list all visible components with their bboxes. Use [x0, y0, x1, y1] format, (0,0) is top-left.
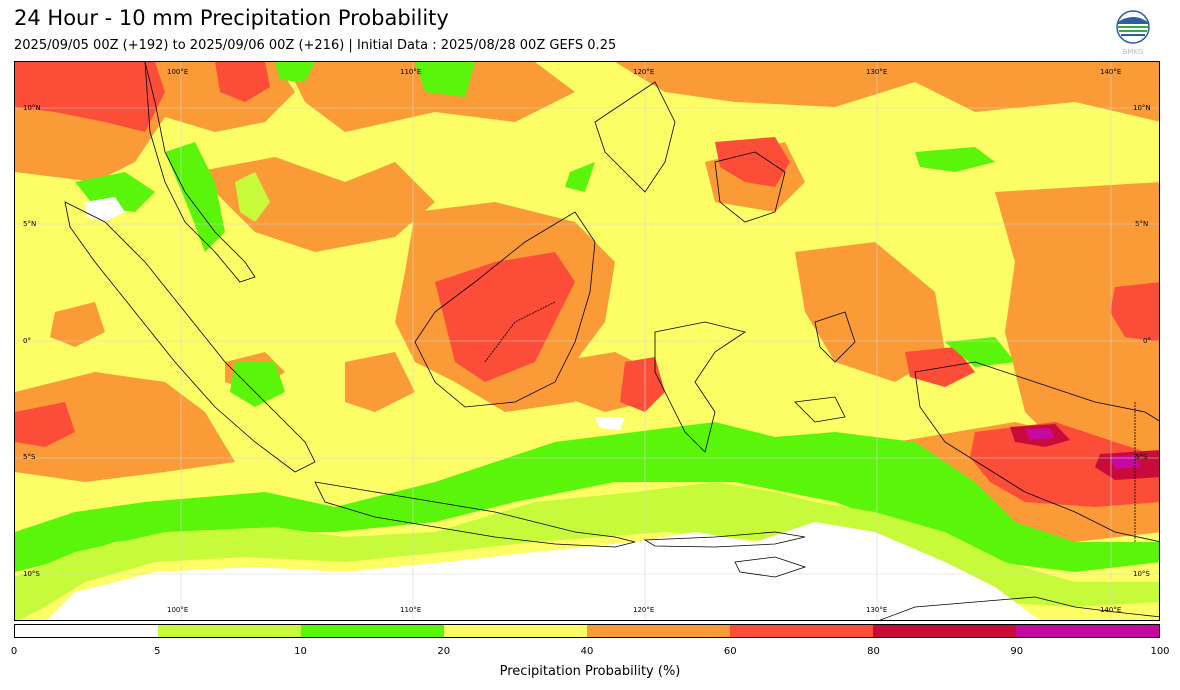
lon-label-bottom: 130°E	[866, 606, 888, 614]
lat-label-right: 10°N	[1133, 104, 1151, 112]
lat-label-left: 10°S	[23, 570, 40, 578]
colorbar-tick-label: 80	[867, 646, 880, 657]
colorbar-segment	[15, 625, 158, 637]
colorbar-tick-label: 10	[294, 646, 307, 657]
lon-label-bottom: 110°E	[400, 606, 422, 614]
colorbar-segment	[158, 625, 301, 637]
precipitation-map: 100°E 110°E 120°E 130°E 140°E 100°E 110°…	[14, 61, 1160, 621]
lon-label-top: 110°E	[400, 68, 422, 76]
coastlines	[64, 62, 1159, 620]
colorbar-segment	[444, 625, 587, 637]
colorbar-tick-label: 60	[723, 646, 737, 657]
colorbar-segment	[873, 625, 1016, 637]
lon-label-top: 140°E	[1100, 68, 1122, 76]
red-zones	[15, 62, 1159, 507]
lat-label-right: 10°S	[1133, 570, 1150, 578]
precipitation-field	[15, 62, 1159, 620]
lat-label-right: 0°	[1143, 337, 1151, 345]
lat-label-right: 5°N	[1135, 220, 1149, 228]
lat-label-left: 0°	[23, 337, 31, 345]
white-zones	[47, 197, 1041, 620]
bmkg-logo: BMKG	[1114, 10, 1152, 56]
lat-label-left: 5°S	[23, 453, 36, 461]
map-subtitle: 2025/09/05 00Z (+192) to 2025/09/06 00Z …	[14, 38, 617, 53]
lon-label-bottom: 120°E	[633, 606, 655, 614]
colorbar-tick-label: 40	[580, 646, 594, 657]
magenta-zones	[1025, 428, 1140, 469]
colorbar-segment	[301, 625, 444, 637]
colorbar-tick-label: 5	[154, 646, 161, 657]
svg-text:BMKG: BMKG	[1123, 48, 1144, 56]
lat-label-right: 5°S	[1135, 453, 1148, 461]
lon-label-top: 100°E	[167, 68, 189, 76]
colorbar-label: Precipitation Probability (%)	[499, 664, 681, 679]
lon-label-top: 130°E	[866, 68, 888, 76]
colorbar-tick-label: 100	[1150, 646, 1170, 657]
lon-label-bottom: 100°E	[167, 606, 189, 614]
light-green-zones	[15, 172, 1159, 620]
colorbar-segment	[730, 625, 873, 637]
map-title: 24 Hour - 10 mm Precipitation Probabilit…	[14, 6, 449, 30]
colorbar-segment	[1016, 625, 1159, 637]
lon-label-top: 120°E	[633, 68, 655, 76]
lon-label-bottom: 140°E	[1100, 606, 1122, 614]
colorbar-tick-label: 0	[10, 646, 18, 657]
colorbar-tick-label: 90	[1010, 646, 1024, 657]
lat-label-left: 5°N	[23, 220, 37, 228]
colorbar	[14, 624, 1160, 638]
colorbar-segment	[587, 625, 730, 637]
lat-label-left: 10°N	[23, 104, 41, 112]
colorbar-tick-label: 20	[437, 646, 451, 657]
